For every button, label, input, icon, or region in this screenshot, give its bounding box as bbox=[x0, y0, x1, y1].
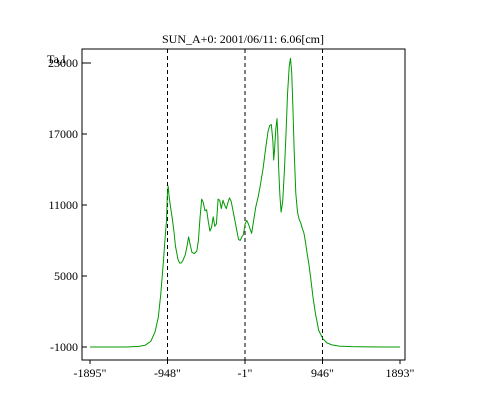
x-tick-label: -1895" bbox=[74, 366, 107, 380]
y-tick-label: 17000 bbox=[48, 127, 78, 141]
y-axis-ticks: 23000 17000 11000 5000 -1000 bbox=[48, 56, 87, 354]
y-tick-label: -1000 bbox=[50, 340, 78, 354]
x-axis-ticks: -1895" -948" -1" 946" 1893" bbox=[74, 360, 415, 380]
plot-frame bbox=[81, 48, 406, 361]
y-tick-label: 11000 bbox=[48, 198, 78, 212]
series-group bbox=[90, 57, 401, 348]
series-line-0 bbox=[90, 57, 401, 348]
x-tick-label: 946" bbox=[311, 366, 334, 380]
y-axis-label: Ta,I bbox=[47, 52, 66, 66]
x-tick-label: -1" bbox=[238, 366, 253, 380]
y-tick-label: 23000 bbox=[48, 56, 78, 70]
x-tick-label: -948" bbox=[154, 366, 181, 380]
x-tick-label: 1893" bbox=[386, 366, 415, 380]
y-tick-label: 5000 bbox=[54, 269, 78, 283]
chart-title: SUN_A+0: 2001/06/11: 6.06[cm] bbox=[162, 32, 324, 46]
